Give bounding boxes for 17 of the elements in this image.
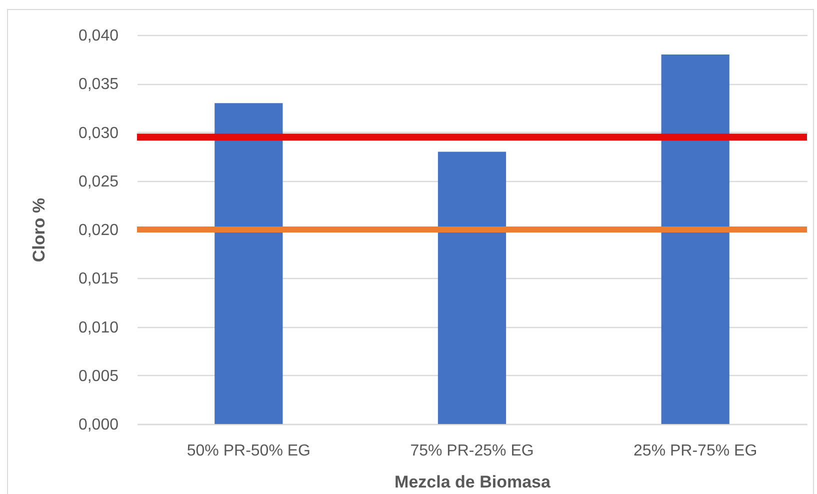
y-tick-label: 0,010	[78, 319, 119, 336]
y-tick-label: 0,030	[78, 124, 119, 142]
y-tick-label: 0,040	[78, 28, 119, 44]
x-tick-label: 75% PR-25% EG	[410, 442, 534, 460]
y-tick-label: 0,005	[78, 368, 119, 385]
y-tick-label: 0,015	[78, 270, 119, 288]
y-tick-label: 0,000	[78, 416, 119, 434]
y-tick-label: 0,035	[78, 76, 119, 94]
bar	[661, 54, 730, 424]
y-tick-label: 0,020	[78, 222, 119, 239]
x-axis-title: Mezcla de Biomasa	[394, 472, 551, 492]
bar	[214, 103, 283, 424]
x-tick-label: 25% PR-75% EG	[634, 442, 758, 460]
y-tick-label: 0,025	[78, 173, 119, 190]
x-tick-label: 50% PR-50% EG	[186, 442, 310, 460]
bar	[438, 152, 506, 424]
y-axis-title: Cloro %	[29, 198, 48, 262]
